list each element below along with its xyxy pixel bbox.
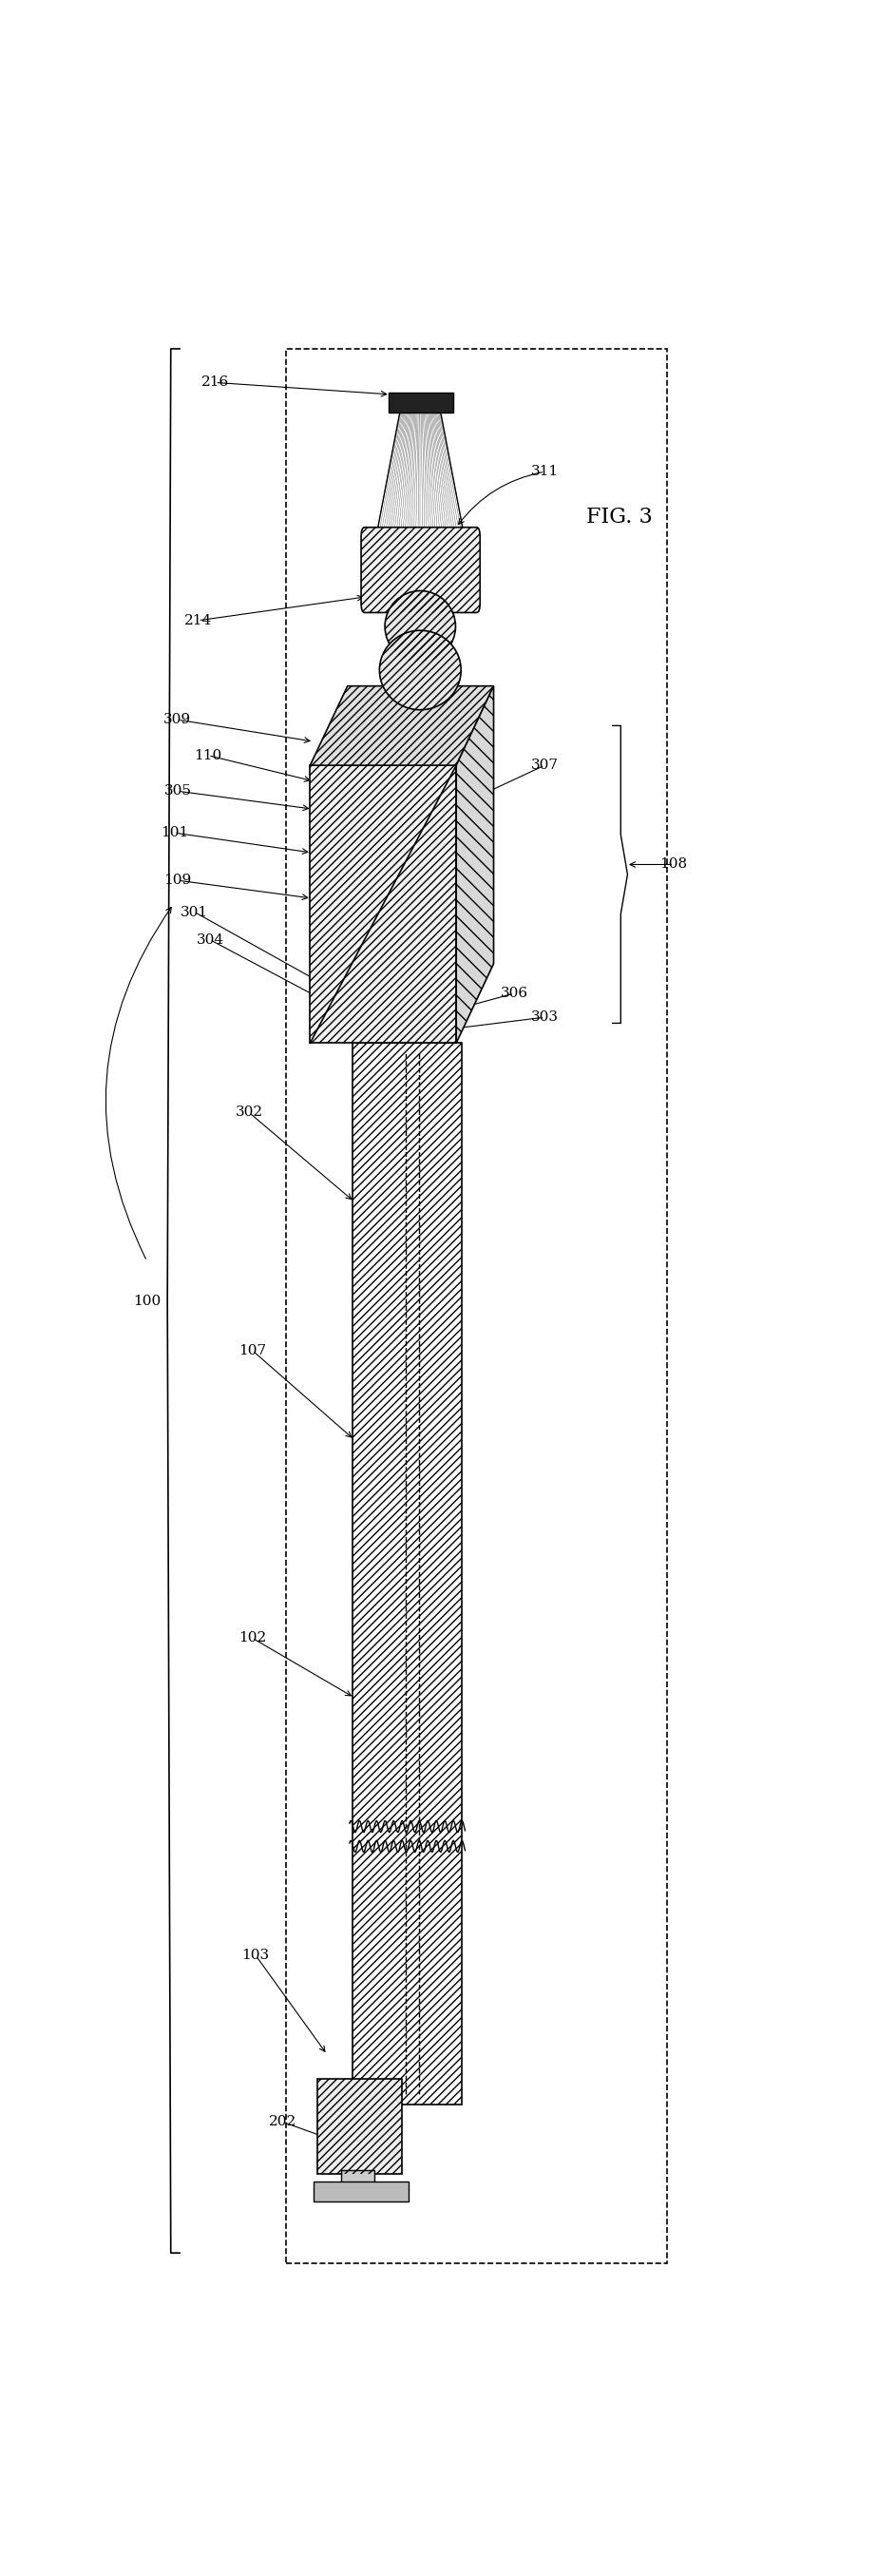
- Text: 109: 109: [164, 873, 191, 886]
- Text: 309: 309: [164, 714, 191, 726]
- Text: 102: 102: [239, 1631, 267, 1643]
- Text: 108: 108: [660, 858, 688, 871]
- Text: 110: 110: [195, 750, 222, 762]
- Ellipse shape: [385, 590, 455, 662]
- Text: 107: 107: [239, 1345, 267, 1358]
- Text: 307: 307: [531, 760, 559, 773]
- Text: 306: 306: [500, 987, 528, 999]
- Polygon shape: [456, 685, 494, 1043]
- Text: 101: 101: [160, 827, 188, 840]
- Bar: [317, 2079, 402, 2174]
- Text: FIG. 3: FIG. 3: [586, 507, 652, 528]
- Bar: [286, 348, 667, 2262]
- Text: 103: 103: [242, 1950, 269, 1963]
- Text: 216: 216: [201, 376, 229, 389]
- Bar: [317, 2079, 402, 2174]
- Text: 305: 305: [164, 786, 191, 799]
- Bar: [313, 2182, 409, 2202]
- Bar: [353, 1043, 461, 2105]
- Polygon shape: [310, 685, 494, 765]
- Text: 303: 303: [531, 1010, 559, 1023]
- Bar: [389, 392, 453, 412]
- Text: 302: 302: [235, 1105, 263, 1118]
- Text: 100: 100: [133, 1293, 160, 1309]
- Text: 311: 311: [531, 466, 559, 479]
- FancyBboxPatch shape: [361, 528, 480, 613]
- Text: 202: 202: [269, 2115, 296, 2128]
- Text: 301: 301: [181, 904, 209, 920]
- Bar: [353, 1043, 461, 2105]
- Bar: [340, 2169, 374, 2184]
- Text: 204: 204: [340, 2151, 368, 2164]
- Text: 214: 214: [184, 613, 212, 626]
- Polygon shape: [310, 765, 456, 1043]
- Text: 304: 304: [196, 933, 224, 945]
- Ellipse shape: [380, 631, 461, 711]
